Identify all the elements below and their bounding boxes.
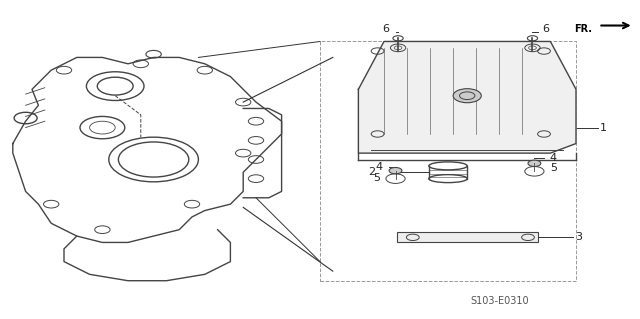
Text: 4: 4 <box>375 162 382 172</box>
Bar <box>320 41 576 281</box>
Text: 2: 2 <box>368 167 375 177</box>
Circle shape <box>528 160 541 167</box>
Text: 3: 3 <box>575 232 582 242</box>
Text: 6: 6 <box>382 24 389 34</box>
Text: 6: 6 <box>543 24 550 34</box>
Text: 5: 5 <box>550 163 557 174</box>
Text: S103-E0310: S103-E0310 <box>470 296 529 306</box>
Text: FR.: FR. <box>574 24 592 34</box>
Circle shape <box>453 89 481 103</box>
Text: 5: 5 <box>373 173 380 183</box>
Bar <box>397 232 538 242</box>
Circle shape <box>389 167 402 174</box>
Text: 1: 1 <box>600 122 607 133</box>
Text: 4: 4 <box>549 153 556 163</box>
Polygon shape <box>358 41 576 153</box>
